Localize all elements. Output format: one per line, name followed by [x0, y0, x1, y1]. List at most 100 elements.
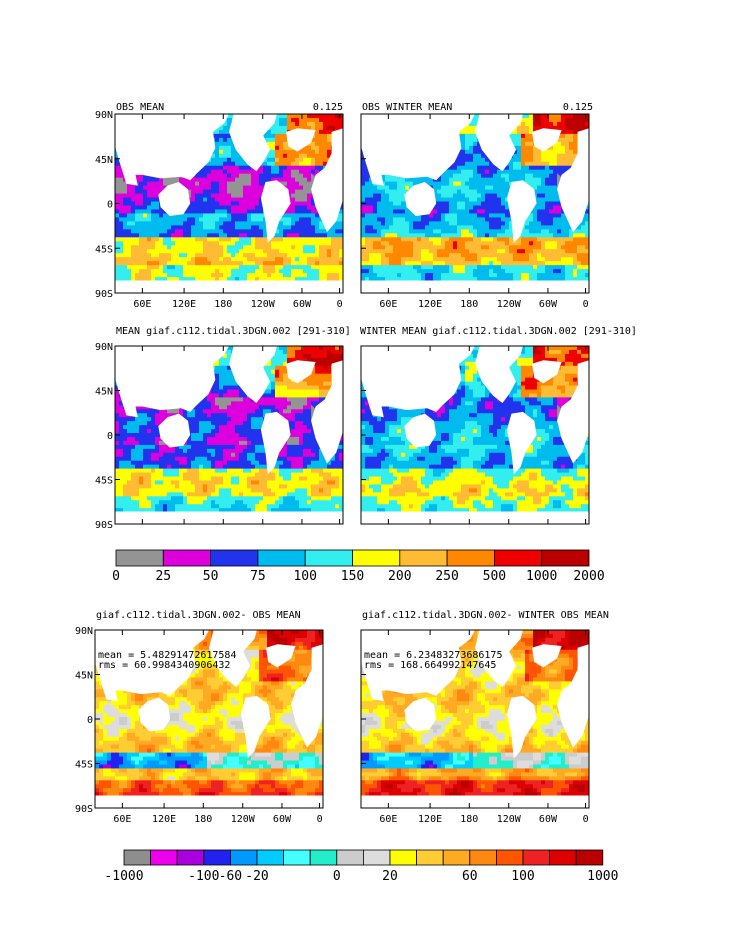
field-cell — [485, 185, 490, 191]
field-cell — [239, 233, 244, 238]
field-cell — [119, 185, 124, 191]
panel-title-right: 0.125 — [563, 102, 593, 113]
field-cell — [151, 181, 156, 187]
field-cell — [327, 114, 332, 119]
field-cell — [553, 201, 558, 207]
field-cell — [429, 233, 434, 238]
field-cell — [271, 237, 276, 242]
field-cell — [545, 114, 550, 119]
field-cell — [143, 205, 148, 211]
field-cell — [231, 249, 236, 254]
field-cell — [553, 197, 558, 203]
field-cell — [405, 257, 410, 262]
field-cell — [369, 229, 374, 234]
field-cell — [365, 165, 370, 171]
field-cell — [425, 249, 430, 254]
field-cell — [295, 193, 300, 199]
field-cell — [537, 233, 542, 238]
field-cell — [401, 265, 406, 270]
field-cell — [501, 241, 506, 246]
field-cell — [549, 273, 554, 278]
field-cell — [243, 249, 248, 254]
field-cell — [303, 257, 308, 262]
field-cell — [263, 133, 268, 139]
field-cell — [319, 277, 324, 282]
field-cell — [481, 197, 486, 203]
field-cell — [235, 245, 240, 250]
field-cell — [433, 225, 438, 230]
field-cell — [127, 201, 132, 207]
field-cell — [369, 209, 374, 215]
field-cell — [473, 213, 478, 219]
field-cell — [481, 185, 486, 191]
field-cell — [339, 221, 343, 226]
field-cell — [517, 249, 522, 254]
field-cell — [461, 201, 466, 207]
field-cell — [573, 133, 578, 139]
field-cell — [425, 213, 430, 219]
field-cell — [473, 221, 478, 226]
field-cell — [311, 161, 316, 167]
field-cell — [497, 233, 502, 238]
field-cell — [393, 261, 398, 266]
field-cell — [437, 229, 442, 234]
field-cell — [497, 265, 502, 270]
field-cell — [565, 229, 570, 234]
field-cell — [171, 269, 176, 274]
field-cell — [537, 169, 542, 175]
field-cell — [557, 249, 562, 254]
field-cell — [557, 125, 562, 131]
field-cell — [461, 161, 466, 167]
field-cell — [469, 209, 474, 215]
field-cell — [537, 114, 542, 119]
field-cell — [537, 149, 542, 155]
field-cell — [327, 249, 332, 254]
field-cell — [477, 253, 482, 258]
field-cell — [369, 213, 374, 219]
field-cell — [493, 229, 498, 234]
field-cell — [377, 265, 382, 270]
field-cell — [381, 185, 386, 191]
field-cell — [525, 121, 530, 127]
field-cell — [291, 114, 296, 119]
field-cell — [339, 261, 343, 266]
field-cell — [449, 205, 454, 211]
field-cell — [401, 217, 406, 222]
field-cell — [533, 273, 538, 278]
field-cell — [577, 265, 582, 270]
field-cell — [287, 225, 292, 230]
field-cell — [413, 269, 418, 274]
field-cell — [473, 125, 478, 131]
field-cell — [513, 253, 518, 258]
field-cell — [275, 261, 280, 266]
field-cell — [227, 181, 232, 187]
field-cell — [319, 141, 324, 147]
field-cell — [417, 221, 422, 226]
field-cell — [159, 229, 164, 234]
field-cell — [429, 245, 434, 250]
field-cell — [231, 221, 236, 226]
field-cell — [215, 197, 220, 203]
field-cell — [219, 249, 224, 254]
field-cell — [183, 177, 188, 183]
field-cell — [307, 209, 312, 215]
field-cell — [175, 233, 180, 238]
field-cell — [461, 193, 466, 199]
field-cell — [331, 117, 336, 123]
field-cell — [469, 141, 474, 147]
field-cell — [385, 269, 390, 274]
field-cell — [469, 161, 474, 167]
field-cell — [151, 273, 156, 278]
field-cell — [315, 245, 320, 250]
field-cell — [513, 257, 518, 262]
field-cell — [199, 169, 204, 175]
field-cell — [183, 245, 188, 250]
field-cell — [493, 205, 498, 211]
field-cell — [147, 249, 152, 254]
field-cell — [315, 129, 320, 135]
field-cell — [115, 273, 120, 278]
field-cell — [437, 189, 442, 195]
field-cell — [307, 125, 312, 131]
field-cell — [401, 277, 406, 282]
field-cell — [323, 161, 328, 167]
